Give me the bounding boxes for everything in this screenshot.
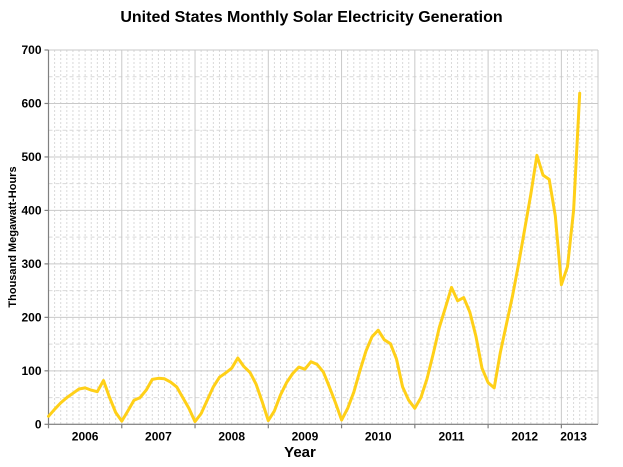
y-tick-label: 600 xyxy=(21,96,41,110)
y-tick-label: 0 xyxy=(35,417,42,431)
x-tick-label: 2007 xyxy=(145,429,172,443)
tick-labels: 0 100 200 300 400 500 600 700 2006 2007 2008 2009 20… xyxy=(21,43,587,443)
x-tick-label: 2010 xyxy=(365,429,392,443)
y-tick-label: 100 xyxy=(21,364,41,378)
y-tick-label: 300 xyxy=(21,257,41,271)
solar-generation-line xyxy=(47,91,582,424)
y-tick-label: 400 xyxy=(21,203,41,217)
x-tick-label: 2012 xyxy=(511,429,538,443)
x-tick-label: 2013 xyxy=(560,429,587,443)
y-tick-label: 500 xyxy=(21,150,41,164)
x-tick-label: 2011 xyxy=(438,429,464,443)
chart-title: United States Monthly Solar Electricity … xyxy=(120,9,503,26)
y-axis-title: Thousand Megawatt-Hours xyxy=(7,166,19,308)
x-tick-label: 2008 xyxy=(218,429,245,443)
gridlines xyxy=(48,49,599,425)
y-tick-label: 700 xyxy=(21,43,41,57)
x-tick-label: 2006 xyxy=(72,429,99,443)
x-tick-label: 2009 xyxy=(292,429,319,443)
y-tick-label: 200 xyxy=(21,310,41,324)
axes xyxy=(44,49,598,429)
x-axis-title: Year xyxy=(284,444,316,461)
